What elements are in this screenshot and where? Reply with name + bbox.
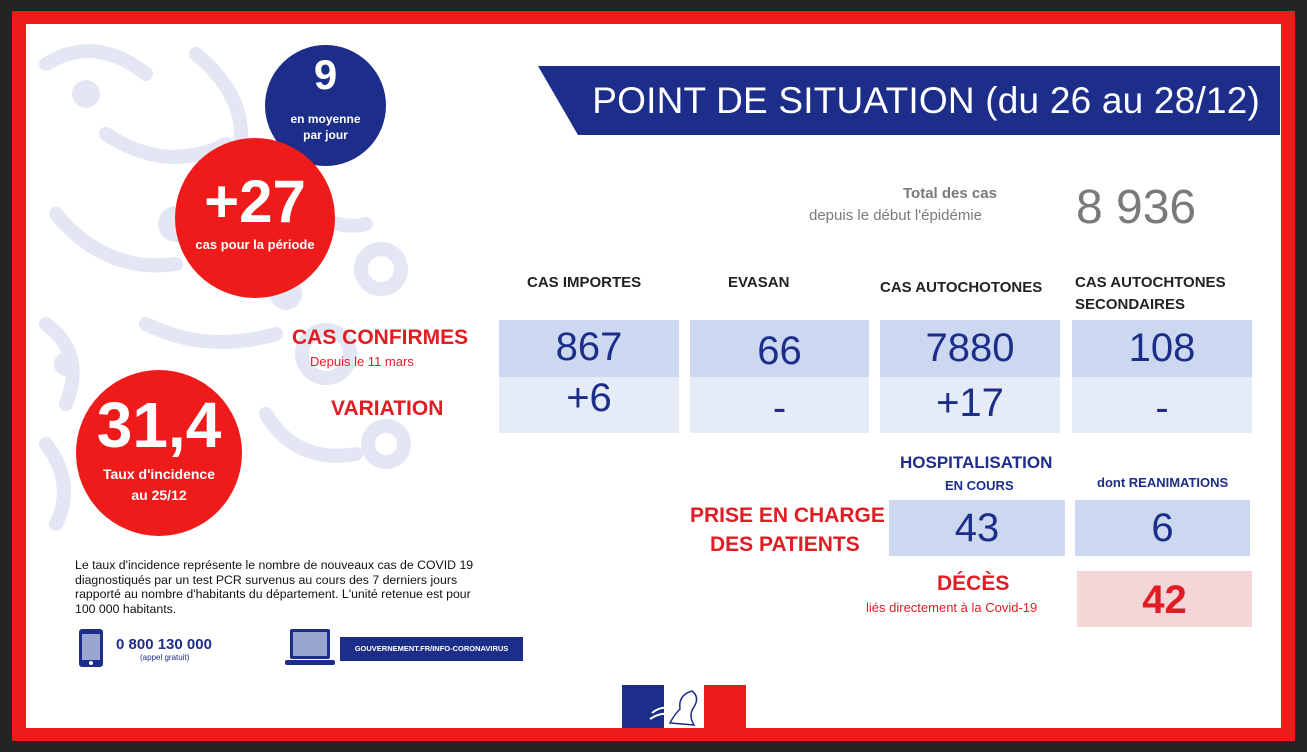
- col-header-secondary: CAS AUTOCHTONES SECONDAIRES: [1075, 274, 1226, 313]
- variation-label: VARIATION: [331, 397, 444, 420]
- confirmed-label: CAS CONFIRMES: [292, 326, 469, 349]
- gov-website-badge: GOUVERNEMENT.FR/INFO-CORONAVIRUS: [340, 637, 523, 661]
- page-title: POINT DE SITUATION (du 26 au 28/12): [592, 80, 1260, 121]
- deaths-label: DÉCÈS: [937, 572, 1010, 595]
- confirmed-sublabel: Depuis le 11 mars: [310, 354, 414, 369]
- incidence-bubble: 31,4 Taux d'incidence au 25/12: [76, 370, 242, 536]
- period-cases-bubble: +27 cas pour la période: [175, 138, 335, 298]
- care-label-2: DES PATIENTS: [710, 533, 860, 556]
- laptop-icon: [285, 629, 335, 665]
- confirmed-secondary-cell: 108: [1072, 320, 1252, 377]
- daily-average-bubble: 9 en moyenne par jour: [265, 45, 386, 166]
- variation-secondary-cell: -: [1072, 377, 1252, 433]
- incidence-label-2: au 25/12: [131, 487, 187, 503]
- hospitalisation-header: HOSPITALISATION: [900, 453, 1053, 472]
- hospitalisation-subheader: EN COURS: [945, 478, 1014, 493]
- col-header-evasan: EVASAN: [728, 274, 790, 291]
- confirmed-autochthonous-cell: 7880: [880, 320, 1060, 377]
- phone-note: (appel gratuit): [140, 653, 190, 662]
- col-header-imported: CAS IMPORTES: [527, 274, 642, 291]
- phone-number: 0 800 130 000: [116, 636, 212, 653]
- confirmed-evasan-cell: 66: [690, 320, 869, 377]
- daily-average-label-1: en moyenne: [290, 112, 361, 126]
- daily-average-label-2: par jour: [303, 128, 348, 142]
- total-label: Total des cas: [903, 185, 997, 202]
- title-banner: POINT DE SITUATION (du 26 au 28/12): [538, 66, 1280, 135]
- phone-icon: [79, 629, 103, 667]
- total-sublabel: depuis le début l'épidémie: [809, 207, 982, 224]
- marianne-logo-icon: [622, 685, 746, 728]
- period-cases-label: cas pour la période: [195, 237, 315, 252]
- deaths-cell: 42: [1077, 571, 1252, 627]
- col-header-autochthonous: CAS AUTOCHOTONES: [880, 279, 1043, 296]
- care-label-1: PRISE EN CHARGE: [690, 504, 885, 527]
- incidence-label-1: Taux d'incidence: [103, 466, 215, 482]
- confirmed-imported-cell: 867: [499, 320, 679, 377]
- total-value: 8 936: [1076, 181, 1197, 234]
- hospitalisation-cell: 43: [889, 500, 1065, 556]
- variation-autochthonous-cell: +17: [880, 377, 1060, 433]
- period-cases-value: +27: [204, 168, 306, 235]
- incidence-value: 31,4: [96, 389, 222, 461]
- daily-average-value: 9: [313, 51, 338, 98]
- variation-evasan-cell: -: [690, 377, 869, 433]
- variation-imported-cell: +6: [499, 377, 679, 433]
- deaths-sublabel: liés directement à la Covid-19: [866, 600, 1038, 615]
- reanimations-cell: 6: [1075, 500, 1250, 556]
- reanimations-header: dont REANIMATIONS: [1097, 475, 1229, 490]
- incidence-footnote: Le taux d'incidence représente le nombre…: [75, 558, 474, 616]
